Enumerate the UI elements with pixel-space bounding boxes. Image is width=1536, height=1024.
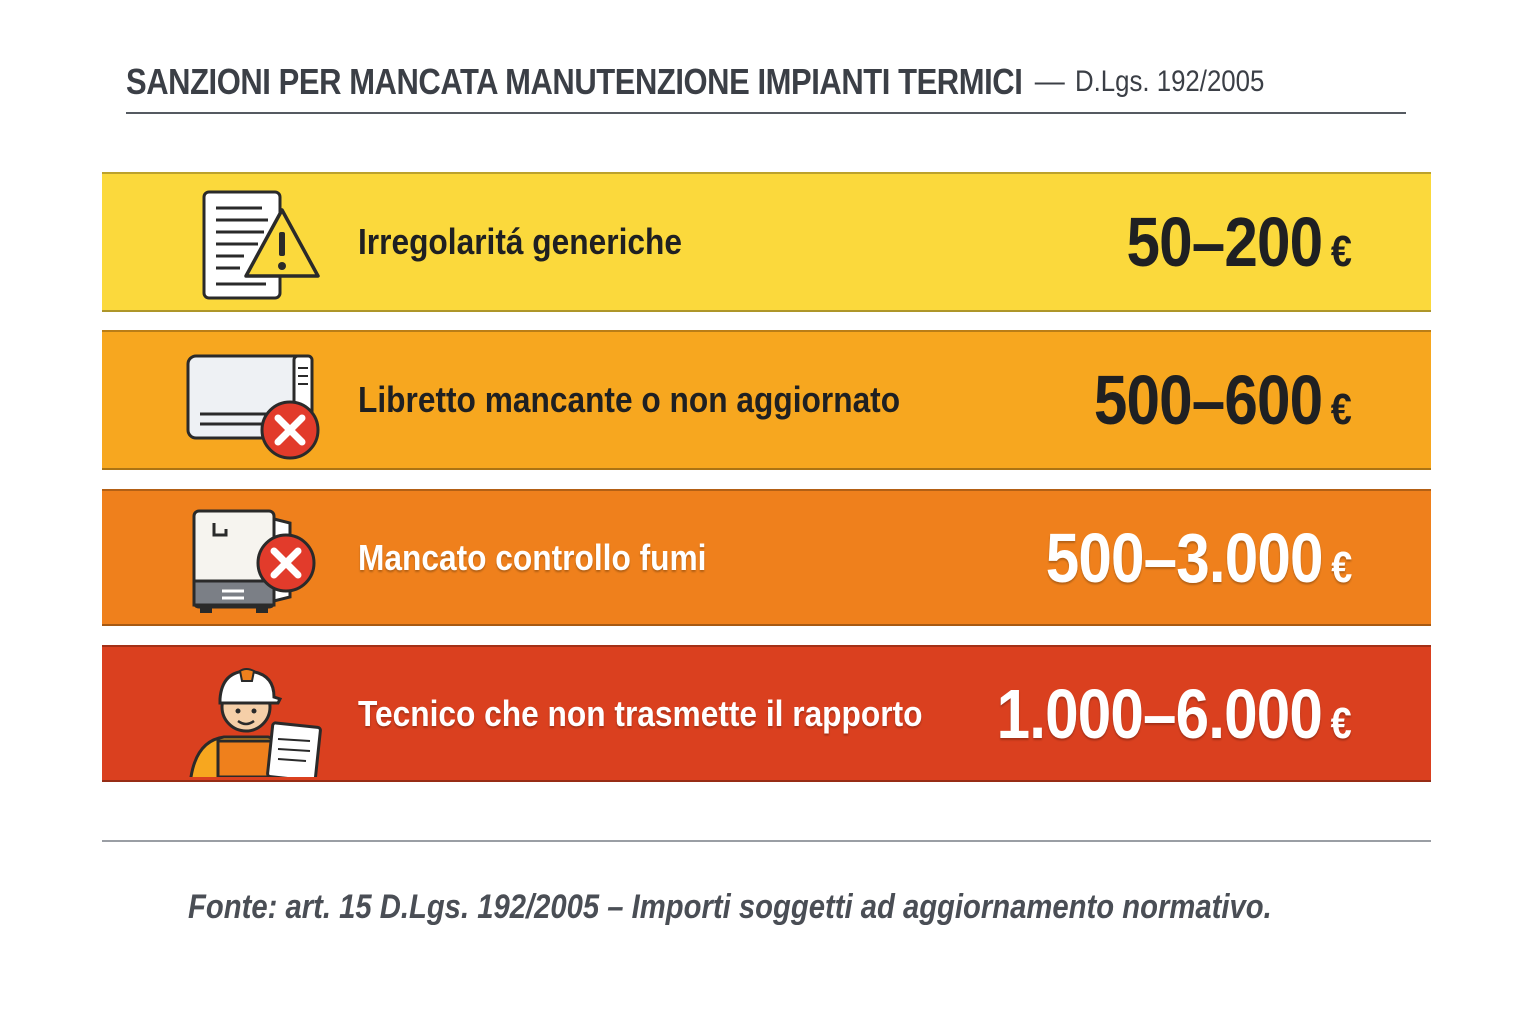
page-subtitle: D.Lgs. 192/2005 — [1074, 65, 1265, 98]
source-note: Fonte: art. 15 D.Lgs. 192/2005 – Importi… — [188, 888, 1272, 926]
boiler-error-icon — [186, 354, 320, 460]
penalty-row-general: Irregolaritá generiche 50–200 € — [102, 172, 1431, 312]
penalty-amount: 1.000–6.000 € — [996, 674, 1352, 753]
page-title: SANZIONI PER MANCATA MANUTENZIONE IMPIAN… — [126, 61, 1023, 102]
penalty-label: Mancato controllo fumi — [358, 536, 707, 578]
penalty-row-logbook: Libretto mancante o non aggiornato 500–6… — [102, 330, 1431, 470]
title-separator: — — [1034, 65, 1065, 98]
document-warning-icon — [202, 190, 320, 300]
penalty-label: Irregolaritá generiche — [358, 221, 682, 262]
title-block: SANZIONI PER MANCATA MANUTENZIONE IMPIAN… — [126, 52, 1406, 114]
penalty-row-fumes: Mancato controllo fumi 500–3.000 € — [102, 489, 1431, 626]
heater-error-icon — [192, 509, 316, 613]
penalty-label: Tecnico che non trasmette il rapporto — [358, 692, 923, 734]
penalty-row-technician: Tecnico che non trasmette il rapporto 1.… — [102, 645, 1431, 782]
penalty-amount: 500–3.000 € — [1045, 518, 1352, 597]
penalty-label: Libretto mancante o non aggiornato — [358, 379, 901, 420]
bottom-divider — [102, 840, 1431, 842]
penalty-amount: 500–600 € — [1093, 361, 1352, 439]
penalty-amount: 50–200 € — [1126, 203, 1351, 281]
technician-icon — [189, 668, 322, 777]
